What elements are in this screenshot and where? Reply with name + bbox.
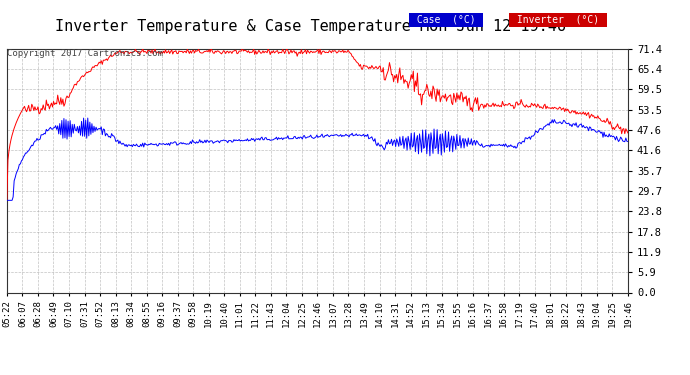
Text: Copyright 2017 Cartronics.com: Copyright 2017 Cartronics.com <box>7 49 163 58</box>
Text: Case  (°C): Case (°C) <box>411 15 481 25</box>
Text: Inverter  (°C): Inverter (°C) <box>511 15 604 25</box>
Text: Inverter Temperature & Case Temperature Mon Jun 12 19:46: Inverter Temperature & Case Temperature … <box>55 19 566 34</box>
